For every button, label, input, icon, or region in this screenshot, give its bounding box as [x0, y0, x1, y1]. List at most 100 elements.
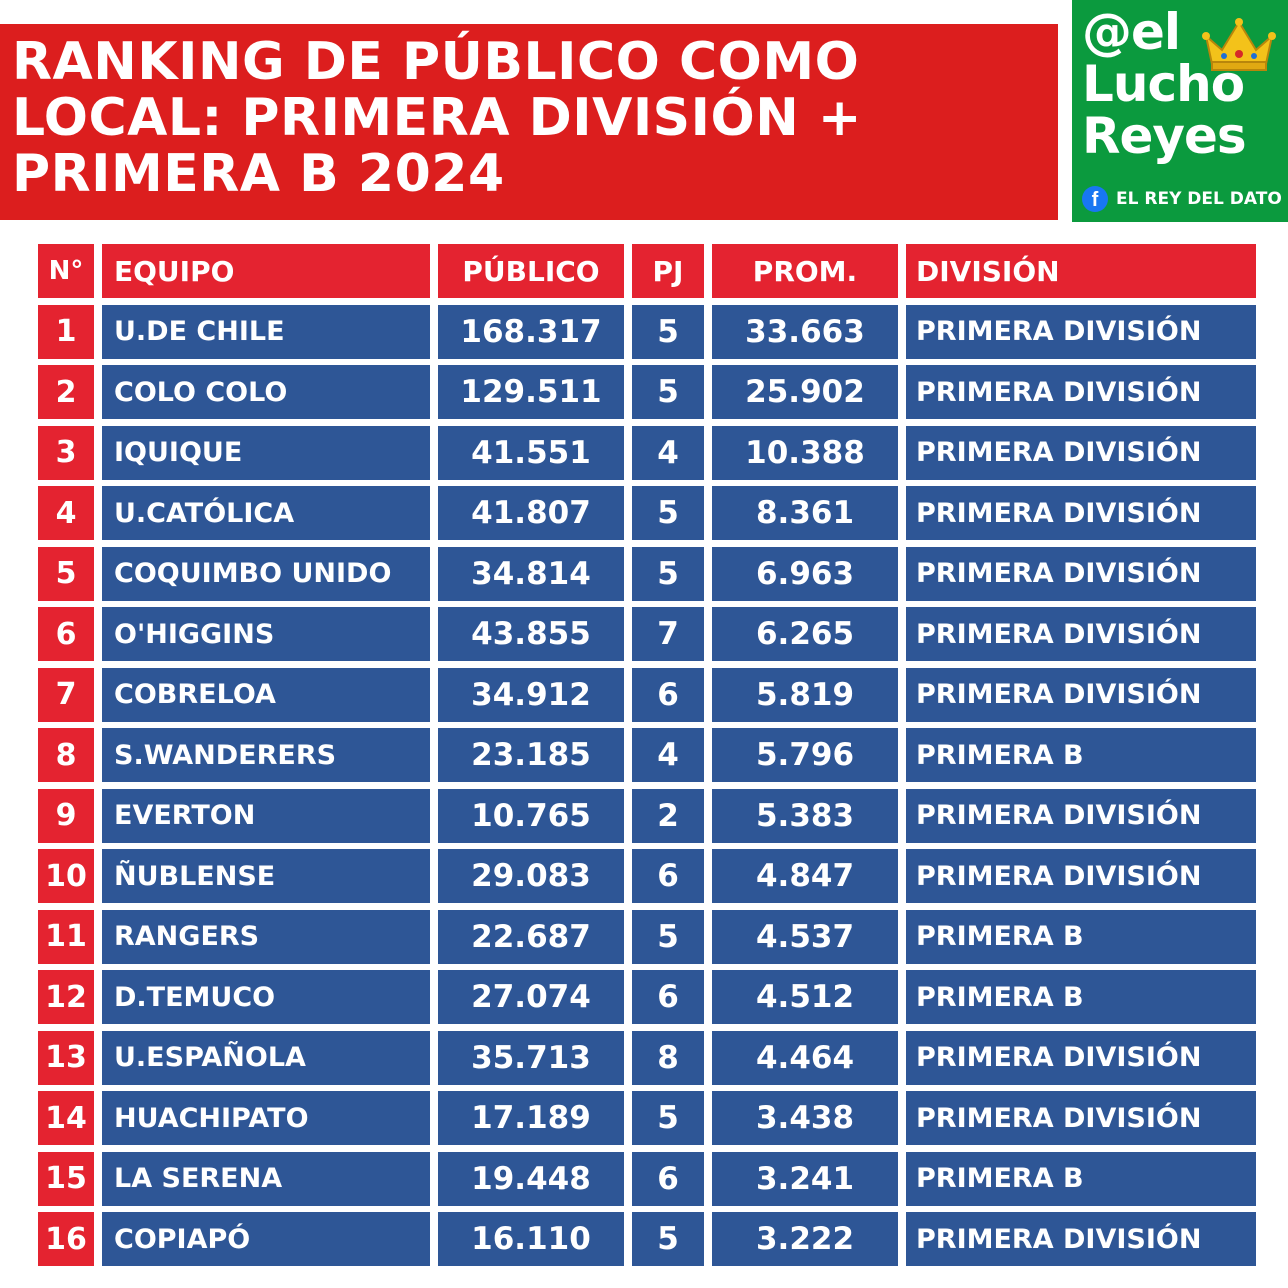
cell-prom: 6.265 — [712, 607, 898, 661]
cell-team: RANGERS — [102, 909, 430, 964]
cell-team: COQUIMBO UNIDO — [102, 546, 430, 601]
cell-prom: 4.464 — [712, 1030, 898, 1085]
table-row: 3 IQUIQUE 41.551 4 10.388 PRIMERA DIVISIÓN — [38, 425, 1256, 480]
cell-public: 168.317 — [438, 304, 624, 359]
cell-team: U.DE CHILE — [102, 304, 430, 359]
cell-no: 10 — [38, 849, 94, 903]
cell-division: PRIMERA DIVISIÓN — [906, 607, 1256, 661]
header-prom: PROM. — [712, 244, 898, 298]
cell-prom: 6.963 — [712, 546, 898, 601]
cell-public: 16.110 — [438, 1212, 624, 1266]
cell-team: IQUIQUE — [102, 425, 430, 480]
cell-division: PRIMERA DIVISIÓN — [906, 1030, 1256, 1085]
title-line-1: RANKING DE PÚBLICO COMO — [12, 32, 860, 92]
cell-pj: 6 — [632, 970, 704, 1024]
cell-no: 8 — [38, 728, 94, 782]
table-row: 13 U.ESPAÑOLA 35.713 8 4.464 PRIMERA DIVISIÓN — [38, 1030, 1256, 1085]
facebook-icon: f — [1082, 186, 1108, 212]
cell-division: PRIMERA DIVISIÓN — [906, 1091, 1256, 1145]
cell-prom: 3.438 — [712, 1091, 898, 1145]
cell-no: 16 — [38, 1212, 94, 1266]
header-no: N° — [38, 244, 94, 298]
cell-pj: 2 — [632, 788, 704, 843]
crown-icon — [1202, 18, 1276, 71]
cell-public: 43.855 — [438, 607, 624, 661]
cell-team: LA SERENA — [102, 1151, 430, 1206]
cell-public: 129.511 — [438, 365, 624, 419]
cell-public: 34.912 — [438, 667, 624, 722]
cell-team: HUACHIPATO — [102, 1091, 430, 1145]
cell-prom: 5.383 — [712, 788, 898, 843]
cell-prom: 33.663 — [712, 304, 898, 359]
cell-division: PRIMERA DIVISIÓN — [906, 425, 1256, 480]
cell-pj: 5 — [632, 546, 704, 601]
cell-pj: 6 — [632, 667, 704, 722]
cell-division: PRIMERA B — [906, 728, 1256, 782]
cell-no: 2 — [38, 365, 94, 419]
cell-public: 17.189 — [438, 1091, 624, 1145]
cell-public: 34.814 — [438, 546, 624, 601]
cell-division: PRIMERA DIVISIÓN — [906, 304, 1256, 359]
cell-prom: 4.537 — [712, 909, 898, 964]
table-row: 2 COLO COLO 129.511 5 25.902 PRIMERA DIVISIÓN — [38, 365, 1256, 419]
cell-team: COLO COLO — [102, 365, 430, 419]
header-team: EQUIPO — [102, 244, 430, 298]
header-division: DIVISIÓN — [906, 244, 1256, 298]
cell-team: D.TEMUCO — [102, 970, 430, 1024]
cell-public: 23.185 — [438, 728, 624, 782]
cell-division: PRIMERA B — [906, 970, 1256, 1024]
table-row: 8 S.WANDERERS 23.185 4 5.796 PRIMERA B — [38, 728, 1256, 782]
cell-public: 35.713 — [438, 1030, 624, 1085]
cell-team: COPIAPÓ — [102, 1212, 430, 1266]
brand-footer: f EL REY DEL DATO — [1082, 186, 1282, 212]
title-line-3: PRIMERA B 2024 — [12, 144, 505, 204]
cell-public: 10.765 — [438, 788, 624, 843]
cell-no: 9 — [38, 788, 94, 843]
cell-no: 15 — [38, 1151, 94, 1206]
cell-pj: 4 — [632, 425, 704, 480]
cell-pj: 6 — [632, 1151, 704, 1206]
cell-division: PRIMERA DIVISIÓN — [906, 1212, 1256, 1266]
cell-no: 5 — [38, 546, 94, 601]
cell-no: 7 — [38, 667, 94, 722]
cell-pj: 5 — [632, 909, 704, 964]
cell-no: 14 — [38, 1091, 94, 1145]
cell-team: U.CATÓLICA — [102, 486, 430, 540]
cell-team: ÑUBLENSE — [102, 849, 430, 903]
cell-team: COBRELOA — [102, 667, 430, 722]
table-row: 10 ÑUBLENSE 29.083 6 4.847 PRIMERA DIVISIÓN — [38, 849, 1256, 903]
cell-prom: 4.847 — [712, 849, 898, 903]
table-body: 1 U.DE CHILE 168.317 5 33.663 PRIMERA DIVISIÓ… — [38, 304, 1256, 1266]
cell-team: S.WANDERERS — [102, 728, 430, 782]
cell-pj: 8 — [632, 1030, 704, 1085]
table-row: 7 COBRELOA 34.912 6 5.819 PRIMERA DIVISIÓN — [38, 667, 1256, 722]
table-row: 1 U.DE CHILE 168.317 5 33.663 PRIMERA DIVISIÓ… — [38, 304, 1256, 359]
brand-line-1: @el — [1082, 3, 1181, 61]
table-row: 4 U.CATÓLICA 41.807 5 8.361 PRIMERA DIVISIÓN — [38, 486, 1256, 540]
table-row: 5 COQUIMBO UNIDO 34.814 5 6.963 PRIMERA DIVIS… — [38, 546, 1256, 601]
cell-public: 29.083 — [438, 849, 624, 903]
cell-pj: 5 — [632, 1091, 704, 1145]
table-row: 15 LA SERENA 19.448 6 3.241 PRIMERA B — [38, 1151, 1256, 1206]
cell-no: 3 — [38, 425, 94, 480]
cell-team: U.ESPAÑOLA — [102, 1030, 430, 1085]
cell-prom: 5.819 — [712, 667, 898, 722]
cell-division: PRIMERA DIVISIÓN — [906, 849, 1256, 903]
cell-pj: 7 — [632, 607, 704, 661]
cell-no: 6 — [38, 607, 94, 661]
brand-logo: @el Lucho Reyes f EL REY DEL DATO — [1072, 0, 1288, 222]
header-pj: PJ — [632, 244, 704, 298]
cell-division: PRIMERA DIVISIÓN — [906, 486, 1256, 540]
cell-public: 22.687 — [438, 909, 624, 964]
cell-prom: 3.222 — [712, 1212, 898, 1266]
cell-public: 27.074 — [438, 970, 624, 1024]
cell-prom: 3.241 — [712, 1151, 898, 1206]
table-row: 6 O'HIGGINS 43.855 7 6.265 PRIMERA DIVISIÓN — [38, 607, 1256, 661]
cell-public: 41.551 — [438, 425, 624, 480]
title-banner: RANKING DE PÚBLICO COMO LOCAL: PRIMERA D… — [0, 24, 1058, 220]
cell-public: 19.448 — [438, 1151, 624, 1206]
table-row: 14 HUACHIPATO 17.189 5 3.438 PRIMERA DIVISIÓN — [38, 1091, 1256, 1145]
cell-prom: 8.361 — [712, 486, 898, 540]
cell-no: 12 — [38, 970, 94, 1024]
table-row: 12 D.TEMUCO 27.074 6 4.512 PRIMERA B — [38, 970, 1256, 1024]
